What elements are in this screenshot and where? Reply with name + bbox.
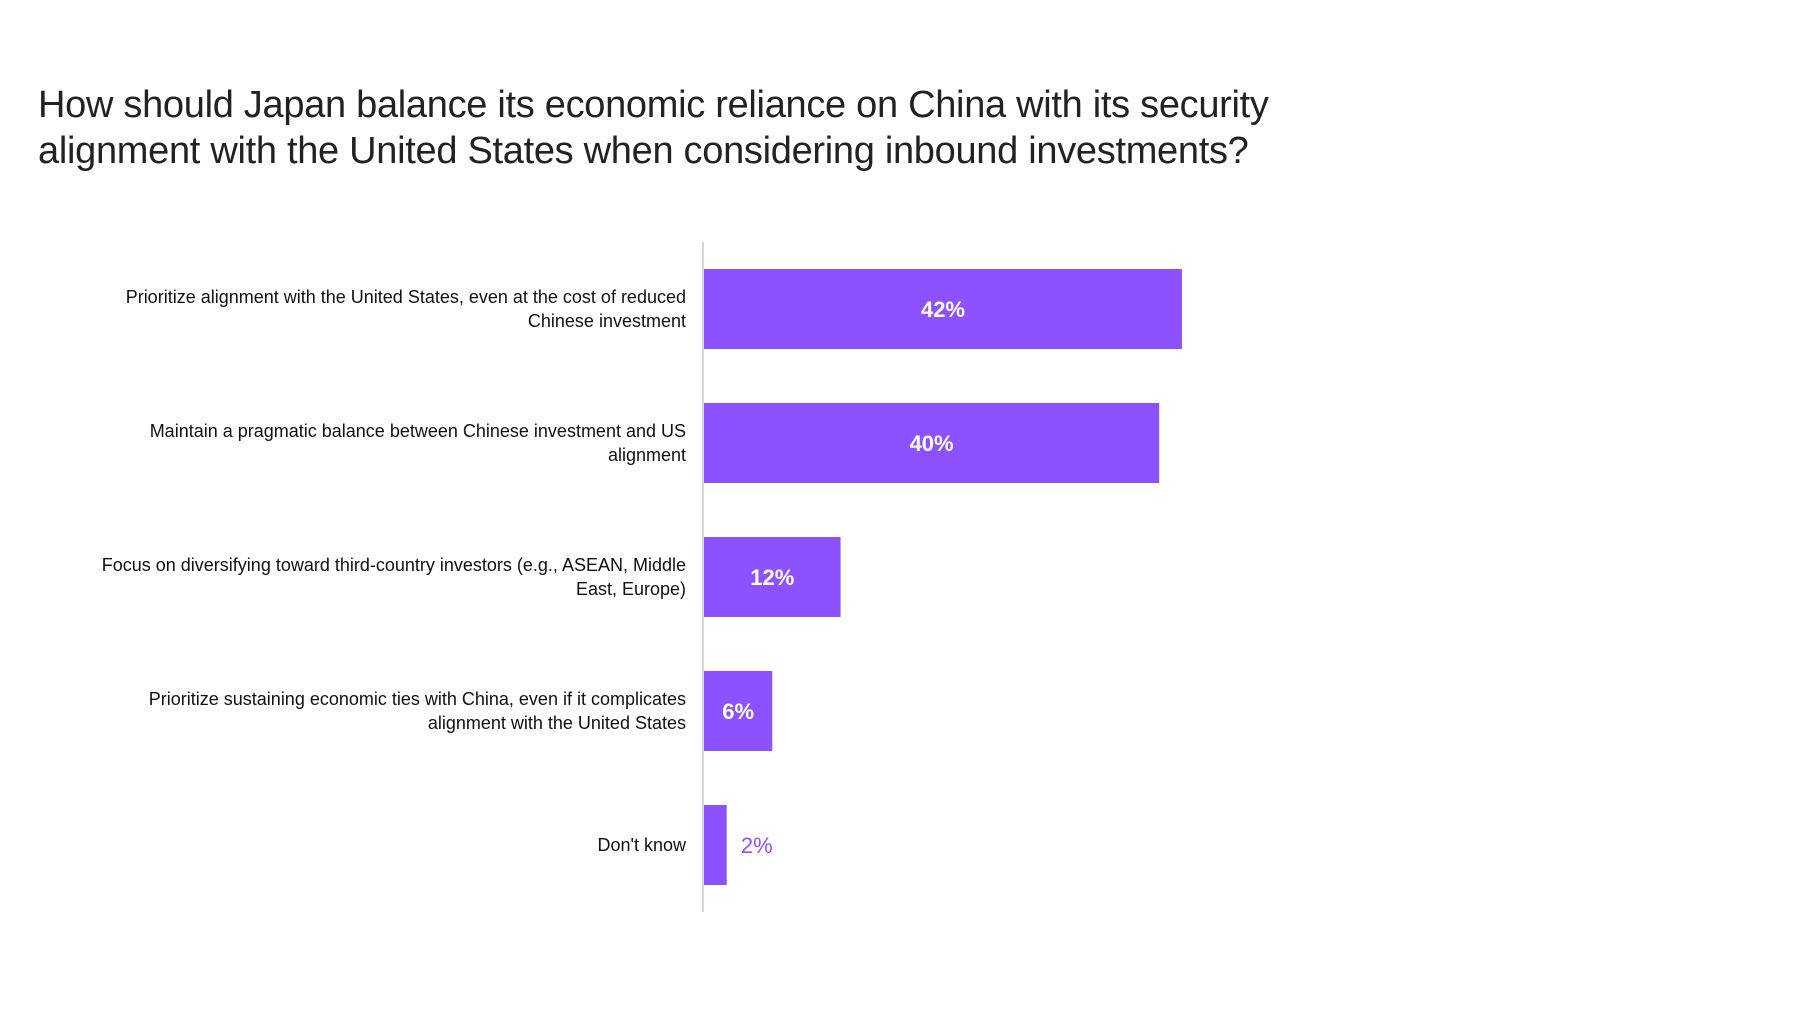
category-label-3: Focus on diversifying toward third-count…	[30, 553, 686, 601]
bar-1	[704, 269, 1182, 349]
category-label-1-line-2: Chinese investment	[527, 311, 686, 331]
category-label-2-line-2: alignment	[607, 445, 686, 465]
bar-4	[704, 671, 773, 751]
bar-3	[704, 537, 841, 617]
category-label-3-line-2: East, Europe)	[575, 579, 686, 599]
category-label-5-line-1: Don't know	[597, 835, 686, 855]
bar-value-label-3: 12%	[750, 565, 794, 590]
category-label-4-line-2: alignment with the United States	[427, 713, 686, 733]
category-label-2-line-1: Maintain a pragmatic balance between Chi…	[149, 421, 686, 441]
category-label-1-line-1: Prioritize alignment with the United Sta…	[125, 287, 686, 307]
chart-title: How should Japan balance its economic re…	[38, 82, 1438, 174]
category-label-1: Prioritize alignment with the United Sta…	[30, 285, 686, 333]
category-label-3-line-1: Focus on diversifying toward third-count…	[101, 555, 686, 575]
bar-2	[704, 403, 1160, 483]
category-label-4-line-1: Prioritize sustaining economic ties with…	[148, 689, 686, 709]
bar-value-label-2: 40%	[910, 431, 954, 456]
chart-title-line-1: How should Japan balance its economic re…	[38, 84, 1269, 126]
bar-value-label-4: 6%	[722, 699, 754, 724]
category-label-2: Maintain a pragmatic balance between Chi…	[30, 419, 686, 467]
category-label-5: Don't know	[30, 833, 686, 857]
bar-value-label-5: 2%	[741, 833, 773, 858]
category-label-4: Prioritize sustaining economic ties with…	[30, 687, 686, 735]
bar-5	[704, 805, 727, 885]
chart-title-line-2: alignment with the United States when co…	[38, 130, 1249, 172]
bar-value-label-1: 42%	[921, 297, 965, 322]
